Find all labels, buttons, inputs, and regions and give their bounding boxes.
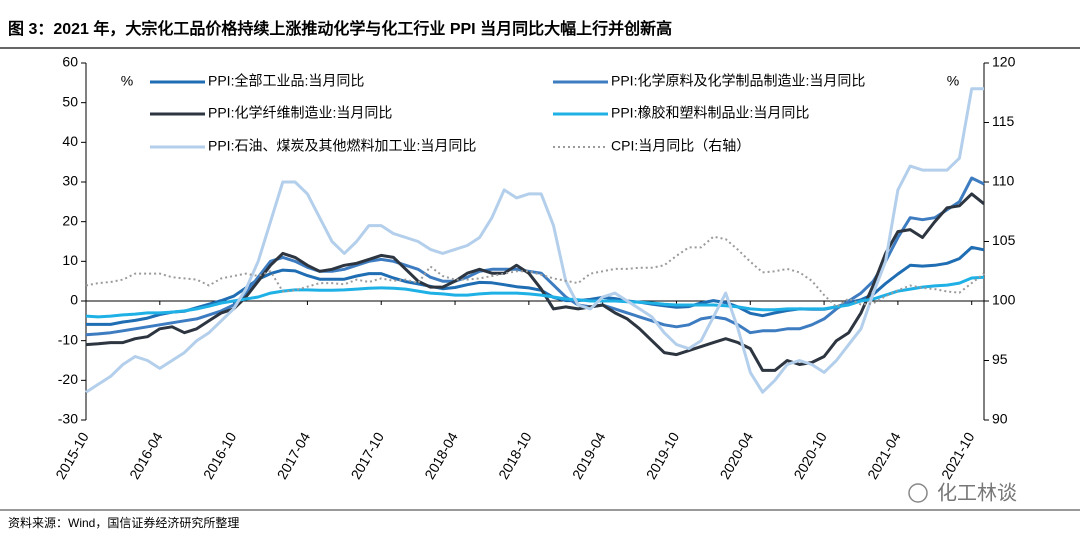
y2-tick-label: 90 bbox=[992, 411, 1008, 427]
x-tick-label: 2021-04 bbox=[864, 429, 904, 482]
y-tick-label: 50 bbox=[62, 93, 78, 109]
x-tick-label: 2016-10 bbox=[200, 429, 240, 482]
legend-label: PPI:石油、煤炭及其他燃料加工业:当月同比 bbox=[208, 138, 476, 154]
y-tick-label: 20 bbox=[62, 212, 78, 228]
y-tick-label: 0 bbox=[70, 292, 78, 308]
legend-label: CPI:当月同比（右轴） bbox=[611, 138, 750, 154]
series-line bbox=[85, 87, 984, 394]
y-tick-label: -20 bbox=[58, 371, 78, 387]
watermark: 化工林谈 bbox=[908, 481, 1017, 504]
chart-title: 图 3：2021 年，大宗化工品价格持续上涨推动化学与化工行业 PPI 当月同比… bbox=[8, 19, 672, 38]
x-tick-label: 2019-10 bbox=[643, 429, 683, 482]
y2-tick-label: 100 bbox=[992, 292, 1016, 308]
y2-tick-label: 120 bbox=[992, 54, 1016, 70]
series-line bbox=[85, 235, 985, 308]
watermark-text: 化工林谈 bbox=[937, 481, 1017, 504]
y2-tick-label: 95 bbox=[992, 351, 1008, 367]
series-line bbox=[85, 176, 985, 337]
y-axis-unit: % bbox=[121, 73, 133, 89]
y-tick-label: -30 bbox=[58, 411, 78, 427]
source-note: 资料来源：Wind，国信证券经济研究所整理 bbox=[8, 515, 239, 530]
y2-tick-label: 110 bbox=[992, 173, 1015, 189]
x-tick-label: 2017-10 bbox=[347, 429, 387, 482]
y-tick-label: 30 bbox=[62, 173, 78, 189]
y2-tick-label: 115 bbox=[992, 113, 1015, 129]
y-tick-label: 60 bbox=[62, 54, 78, 70]
watermark-icon bbox=[908, 483, 928, 503]
legend-label: PPI:橡胶和塑料制品业:当月同比 bbox=[611, 105, 809, 121]
x-tick-label: 2016-04 bbox=[126, 429, 166, 482]
x-tick-label: 2020-04 bbox=[717, 429, 757, 482]
x-tick-label: 2019-04 bbox=[569, 429, 609, 482]
legend-label: PPI:全部工业品:当月同比 bbox=[208, 73, 364, 89]
series-line bbox=[85, 275, 985, 319]
x-tick-label: 2020-10 bbox=[790, 429, 830, 482]
x-tick-label: 2017-04 bbox=[274, 429, 314, 482]
x-tick-label: 2015-10 bbox=[52, 429, 92, 482]
legend-label: PPI:化学原料及化学制品制造业:当月同比 bbox=[611, 73, 865, 89]
y2-tick-label: 105 bbox=[992, 232, 1016, 248]
y-tick-label: -10 bbox=[58, 331, 78, 347]
x-tick-label: 2021-10 bbox=[938, 429, 978, 482]
x-tick-label: 2018-10 bbox=[495, 429, 535, 482]
y-tick-label: 40 bbox=[62, 133, 78, 149]
x-tick-label: 2018-04 bbox=[421, 429, 461, 482]
y-tick-label: 10 bbox=[62, 252, 78, 268]
y2-axis-unit: % bbox=[947, 73, 959, 89]
legend-label: PPI:化学纤维制造业:当月同比 bbox=[208, 105, 392, 121]
